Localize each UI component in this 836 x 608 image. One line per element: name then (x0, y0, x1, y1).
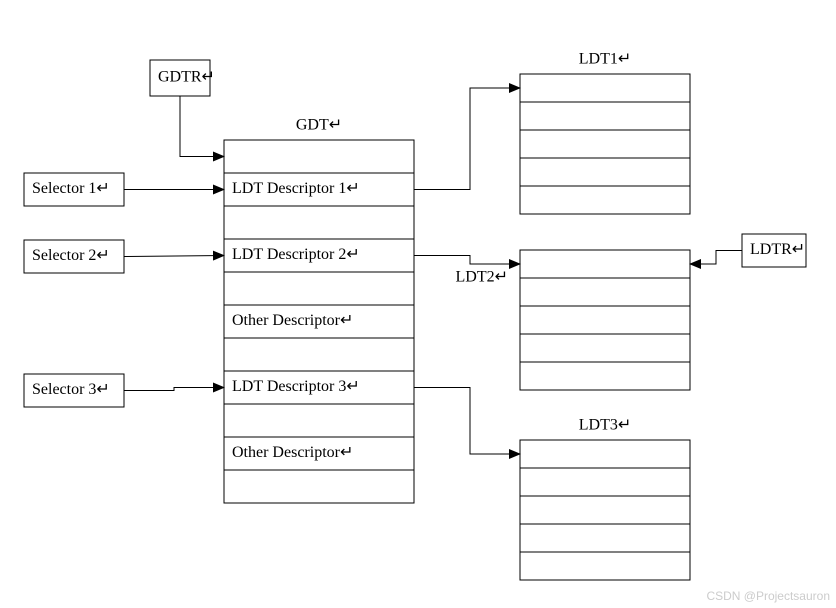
ldt3-row-3 (520, 524, 690, 552)
ldt2-title: LDT2↵ (455, 269, 508, 286)
ldt1-row-4 (520, 186, 690, 214)
watermark: CSDN @Projectsauron (706, 589, 830, 603)
arrow-selector-2 (124, 256, 224, 257)
gdt-cell-5: Other Descriptor↵ (232, 312, 353, 329)
ldt3-row-0 (520, 440, 690, 468)
gdt-cell-1: LDT Descriptor 1↵ (232, 180, 360, 197)
ldt3-row-1 (520, 468, 690, 496)
ldtr-label: LDTR↵ (750, 241, 805, 258)
ldt1-row-2 (520, 130, 690, 158)
ldt1-row-1 (520, 102, 690, 130)
gdt-row-10 (224, 470, 414, 503)
ldt3-row-4 (520, 552, 690, 580)
selector-2-label: Selector 2↵ (32, 247, 110, 264)
arrow-gdt-ldt3 (414, 388, 520, 455)
ldt2-row-0 (520, 250, 690, 278)
ldt3-row-2 (520, 496, 690, 524)
gdtr-label: GDTR↵ (158, 69, 215, 86)
gdt-cell-3: LDT Descriptor 2↵ (232, 246, 360, 263)
ldt3-title: LDT3↵ (579, 417, 632, 434)
ldt1-row-3 (520, 158, 690, 186)
arrow-selector-3 (124, 388, 224, 391)
ldt2-row-1 (520, 278, 690, 306)
selector-3-label: Selector 3↵ (32, 381, 110, 398)
gdt-row-6 (224, 338, 414, 371)
gdt-cell-7: LDT Descriptor 3↵ (232, 378, 360, 395)
ldt2-row-2 (520, 306, 690, 334)
gdt-row-2 (224, 206, 414, 239)
gdt-title: GDT↵ (296, 117, 342, 134)
arrow-gdt-ldt2 (414, 256, 520, 265)
ldt2-row-4 (520, 362, 690, 390)
gdt-row-0 (224, 140, 414, 173)
selector-1-label: Selector 1↵ (32, 180, 110, 197)
ldt1-row-0 (520, 74, 690, 102)
ldt2-row-3 (520, 334, 690, 362)
arrow-gdt-ldt1 (414, 88, 520, 190)
ldt1-title: LDT1↵ (579, 51, 632, 68)
gdt-row-4 (224, 272, 414, 305)
gdt-row-8 (224, 404, 414, 437)
arrow-ldtr-ldt2 (690, 251, 742, 265)
gdt-cell-9: Other Descriptor↵ (232, 444, 353, 461)
arrow-gdtr-gdt (180, 96, 224, 157)
